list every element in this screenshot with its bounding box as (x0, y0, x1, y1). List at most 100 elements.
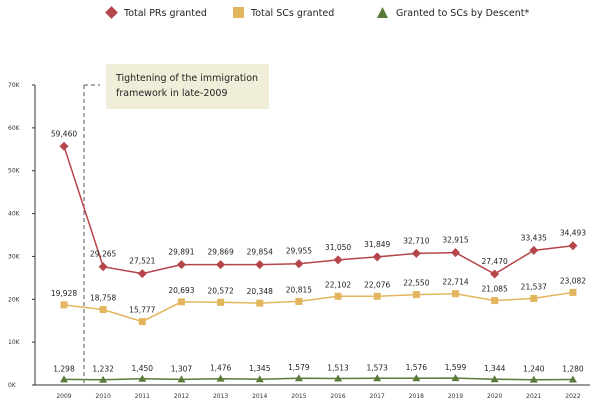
legend-label-prs: Total PRs granted (123, 8, 207, 19)
annotation-line-1: Tightening of the immigration (115, 73, 258, 84)
data-label-scs: 20,693 (168, 286, 194, 295)
data-label-scs: 22,714 (442, 278, 468, 287)
x-tick-label: 2014 (252, 393, 267, 400)
data-point-scs[interactable] (334, 292, 342, 300)
data-label-scs: 19,928 (51, 289, 77, 298)
x-tick-label: 2019 (448, 393, 463, 400)
y-tick-label: 30K (8, 253, 21, 260)
legend-item-descent[interactable]: Granted to SCs by Descent* (377, 7, 530, 19)
data-label-prs: 59,460 (51, 129, 77, 138)
data-point-scs[interactable] (530, 294, 538, 302)
data-point-prs[interactable] (372, 252, 382, 262)
legend-marker-prs (105, 6, 118, 19)
x-ticks: 2009 2010 2011 2012 2013 2014 2015 2016 2017 2018… (56, 393, 580, 400)
legend-marker-descent (377, 7, 388, 18)
y-tick-label: 20K (8, 296, 21, 303)
data-label-prs: 31,050 (325, 243, 351, 252)
data-point-scs[interactable] (99, 306, 107, 314)
data-point-prs[interactable] (137, 269, 147, 279)
data-point-descent[interactable] (255, 375, 264, 383)
data-label-prs: 33,435 (521, 233, 547, 242)
data-point-descent[interactable] (529, 375, 538, 383)
data-label-descent: 1,573 (366, 363, 388, 372)
data-label-scs: 21,085 (482, 285, 508, 294)
data-label-prs: 29,891 (168, 248, 194, 257)
data-point-prs[interactable] (98, 262, 108, 272)
data-point-prs[interactable] (294, 259, 304, 269)
data-point-scs[interactable] (491, 297, 499, 305)
data-point-prs[interactable] (255, 260, 265, 270)
data-point-prs[interactable] (490, 269, 500, 279)
data-point-prs[interactable] (411, 248, 421, 258)
data-label-scs: 21,537 (521, 282, 547, 291)
data-point-descent[interactable] (568, 375, 577, 383)
y-tick-label: 70K (8, 82, 21, 89)
data-point-prs[interactable] (59, 141, 69, 151)
data-point-descent[interactable] (490, 375, 499, 383)
y-ticks: 0K 10K 20K 30K 40K 50K 60K 70K (8, 82, 35, 389)
data-point-descent[interactable] (334, 374, 343, 382)
data-label-descent: 1,576 (406, 363, 428, 372)
data-point-scs[interactable] (569, 288, 577, 296)
data-point-descent[interactable] (99, 375, 108, 383)
legend-item-scs[interactable]: Total SCs granted (233, 7, 334, 19)
data-point-prs[interactable] (176, 260, 186, 270)
data-label-descent: 1,476 (210, 364, 232, 373)
data-label-descent: 1,513 (327, 364, 349, 373)
data-labels: 59,460 29,265 27,521 29,891 29,869 29,854 29,9… (51, 129, 586, 373)
data-point-scs[interactable] (177, 298, 185, 306)
data-point-scs[interactable] (217, 298, 225, 306)
data-point-prs[interactable] (529, 245, 539, 255)
x-tick-label: 2010 (96, 393, 111, 400)
data-point-scs[interactable] (295, 297, 303, 305)
legend-label-descent: Granted to SCs by Descent* (396, 8, 530, 19)
data-point-descent[interactable] (412, 374, 421, 382)
data-label-descent: 1,298 (53, 364, 75, 373)
series-line-scs (63, 291, 574, 323)
data-point-descent[interactable] (177, 375, 186, 383)
data-label-scs: 22,550 (403, 279, 429, 288)
x-tick-label: 2009 (56, 393, 71, 400)
data-point-descent[interactable] (138, 374, 147, 382)
data-label-descent: 1,344 (484, 364, 506, 373)
data-label-prs: 27,470 (482, 257, 508, 266)
data-label-scs: 22,102 (325, 280, 351, 289)
data-label-prs: 29,955 (286, 247, 312, 256)
data-point-descent[interactable] (373, 374, 382, 382)
series-line-descent (63, 377, 574, 381)
y-tick-label: 40K (8, 211, 21, 218)
data-point-scs[interactable] (373, 292, 381, 300)
legend-label-scs: Total SCs granted (250, 8, 334, 19)
data-point-scs[interactable] (138, 318, 146, 326)
data-point-prs[interactable] (333, 255, 343, 265)
legend-item-prs[interactable]: Total PRs granted (105, 6, 207, 19)
data-label-prs: 29,869 (207, 248, 233, 257)
series-layer (59, 141, 578, 383)
data-point-descent[interactable] (451, 374, 460, 382)
data-point-scs[interactable] (256, 299, 264, 307)
data-label-descent: 1,280 (562, 365, 584, 374)
annotation-line-2: framework in late-2009 (116, 88, 228, 99)
data-point-descent[interactable] (216, 374, 225, 382)
data-point-scs[interactable] (452, 290, 459, 298)
data-point-prs[interactable] (568, 241, 578, 251)
data-point-prs[interactable] (216, 260, 226, 270)
data-label-descent: 1,232 (92, 365, 114, 374)
x-tick-label: 2017 (370, 393, 385, 400)
annotation-box (106, 64, 269, 109)
data-point-scs[interactable] (412, 291, 420, 299)
x-tick-label: 2022 (565, 393, 580, 400)
x-tick-label: 2012 (174, 393, 189, 400)
series-line-prs (63, 146, 574, 275)
data-label-scs: 22,076 (364, 280, 390, 289)
data-point-descent[interactable] (294, 374, 303, 382)
data-point-descent[interactable] (60, 375, 68, 383)
y-tick-label: 10K (8, 339, 21, 346)
data-point-scs[interactable] (60, 301, 68, 309)
data-label-prs: 29,265 (90, 250, 116, 259)
x-tick-label: 2011 (135, 393, 150, 400)
x-tick-label: 2021 (526, 393, 541, 400)
data-point-prs[interactable] (451, 248, 460, 258)
annotation: Tightening of the immigration framework … (106, 64, 269, 109)
data-label-scs: 15,777 (129, 306, 155, 315)
